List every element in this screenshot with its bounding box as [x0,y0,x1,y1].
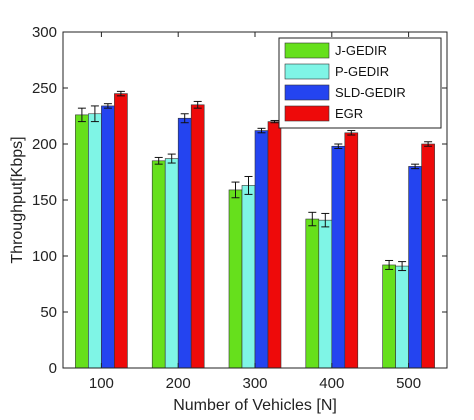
bars-group [75,93,435,369]
x-tick-label: 100 [89,375,114,392]
legend-swatch [284,105,330,122]
x-tick-label: 500 [396,375,421,392]
y-tick-label: 200 [32,136,57,153]
bar-j-gedir-300 [228,189,243,369]
error-bar-sld-gedir-200 [180,113,189,124]
error-bar-sld-gedir-400 [334,143,343,149]
y-tick-label: 300 [32,24,57,41]
bar-egr-200 [190,104,205,369]
error-bar-p-gedir-200 [167,153,176,164]
x-tick-label: 200 [166,375,191,392]
legend-swatch [284,42,330,59]
error-bar-sld-gedir-300 [257,127,266,134]
bar-egr-500 [421,143,435,369]
error-bar-egr-200 [193,100,202,109]
y-tick-label: 150 [32,192,57,209]
error-bar-p-gedir-400 [321,212,330,228]
bar-p-gedir-500 [395,265,409,369]
bar-j-gedir-500 [382,264,396,369]
bar-sld-gedir-400 [331,145,346,369]
bar-p-gedir-200 [164,158,179,369]
legend: J-GEDIR P-GEDIR SLD-GEDIR EGR [278,37,442,129]
bar-sld-gedir-300 [254,130,269,369]
y-tick-label: 50 [40,304,57,321]
bar-sld-gedir-200 [177,117,192,369]
error-bar-j-gedir-300 [231,181,240,199]
bar-egr-100 [114,93,128,369]
bar-sld-gedir-100 [101,105,115,369]
error-bar-egr-300 [270,119,279,124]
error-bar-j-gedir-100 [77,107,86,123]
legend-label: SLD-GEDIR [335,85,406,100]
bar-sld-gedir-500 [408,166,422,369]
x-tick-label: 300 [242,375,267,392]
error-bar-j-gedir-400 [308,211,317,227]
error-bar-j-gedir-200 [154,156,163,165]
legend-label: J-GEDIR [335,43,387,58]
bar-j-gedir-400 [305,218,320,369]
error-bar-egr-500 [424,141,433,147]
x-axis: 100 200 300 400 500 [89,32,421,392]
bar-j-gedir-100 [75,114,89,369]
bar-p-gedir-100 [88,113,102,369]
legend-item-p-gedir: P-GEDIR [284,63,389,80]
x-tick-label: 400 [319,375,344,392]
legend-item-sld-gedir: SLD-GEDIR [284,84,406,101]
error-bar-sld-gedir-500 [411,163,420,170]
error-bar-p-gedir-300 [244,175,253,195]
bar-p-gedir-400 [318,219,333,369]
bar-j-gedir-200 [151,160,166,369]
y-tick-label: 0 [49,360,57,377]
legend-item-egr: EGR [284,105,363,122]
legend-swatch [284,63,330,80]
bar-egr-300 [267,121,282,369]
legend-label: EGR [335,106,363,121]
error-bar-p-gedir-500 [398,261,407,272]
y-tick-label: 100 [32,248,57,265]
bar-p-gedir-300 [241,185,256,369]
legend-label: P-GEDIR [335,64,389,79]
error-bar-j-gedir-500 [385,259,394,270]
bar-egr-400 [344,132,359,369]
y-tick-label: 250 [32,80,57,97]
error-bar-p-gedir-100 [90,105,99,123]
error-bar-sld-gedir-100 [103,103,112,109]
x-axis-label: Number of Vehicles [N] [173,397,337,414]
error-bar-egr-400 [347,130,356,136]
error-bars-group [77,90,433,272]
legend-item-j-gedir: J-GEDIR [284,42,387,59]
y-axis-label: Throughput[Kbps] [9,136,26,263]
error-bar-egr-100 [116,90,125,97]
legend-swatch [284,84,330,101]
plot-frame [62,31,448,369]
